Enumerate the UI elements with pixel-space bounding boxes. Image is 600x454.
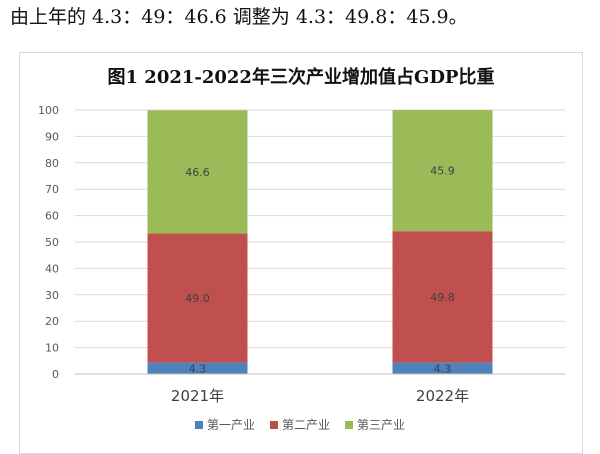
bar-segment — [392, 231, 493, 363]
x-axis: 2021年 2022年 — [75, 373, 565, 405]
legend-swatch — [195, 421, 203, 429]
legend-swatch — [270, 421, 278, 429]
data-label: 49.8 — [430, 291, 455, 304]
data-label: 4.3 — [189, 362, 207, 375]
y-tick-label: 0 — [52, 368, 59, 381]
legend-label: 第一产业 — [207, 418, 255, 432]
bar-segment — [392, 362, 493, 374]
y-tick-label: 20 — [45, 315, 59, 328]
bar-segment — [147, 233, 248, 363]
y-tick-label: 70 — [45, 183, 59, 196]
bar-segment — [147, 110, 248, 234]
y-tick-label: 80 — [45, 157, 59, 170]
x-category-label: 2021年 — [171, 387, 224, 405]
chart-title: 图1 2021-2022年三次产业增加值占GDP比重 — [108, 66, 495, 88]
bar-segment — [147, 362, 248, 374]
y-tick-label: 90 — [45, 130, 59, 143]
legend-label: 第二产业 — [282, 418, 330, 432]
y-tick-label: 50 — [45, 236, 59, 249]
x-category-label: 2022年 — [416, 387, 469, 405]
stacked-bar-chart: 图1 2021-2022年三次产业增加值占GDP比重 0 10 20 30 40 50 60… — [38, 66, 565, 432]
y-tick-label: 100 — [38, 104, 59, 117]
legend: 第一产业 第二产业 第三产业 — [195, 418, 405, 432]
data-labels: 4.3 49.0 46.6 4.3 49.8 45.9 — [185, 165, 455, 376]
data-label: 45.9 — [430, 165, 455, 178]
data-label: 46.6 — [185, 166, 210, 179]
y-tick-label: 30 — [45, 289, 59, 302]
y-axis: 0 10 20 30 40 50 60 70 80 90 100 — [38, 104, 59, 381]
chart-frame: 图1 2021-2022年三次产业增加值占GDP比重 0 10 20 30 40 50 60… — [19, 52, 583, 454]
intro-text: 由上年的 4.3：49：46.6 调整为 4.3：49.8：45.9。 — [10, 6, 468, 28]
y-tick-label: 40 — [45, 262, 59, 275]
legend-label: 第三产业 — [357, 418, 405, 432]
legend-swatch — [345, 421, 353, 429]
y-tick-label: 10 — [45, 342, 59, 355]
bar-segment — [392, 110, 493, 232]
bars — [147, 110, 493, 374]
data-label: 4.3 — [434, 362, 452, 375]
data-label: 49.0 — [185, 292, 210, 305]
y-tick-label: 60 — [45, 210, 59, 223]
